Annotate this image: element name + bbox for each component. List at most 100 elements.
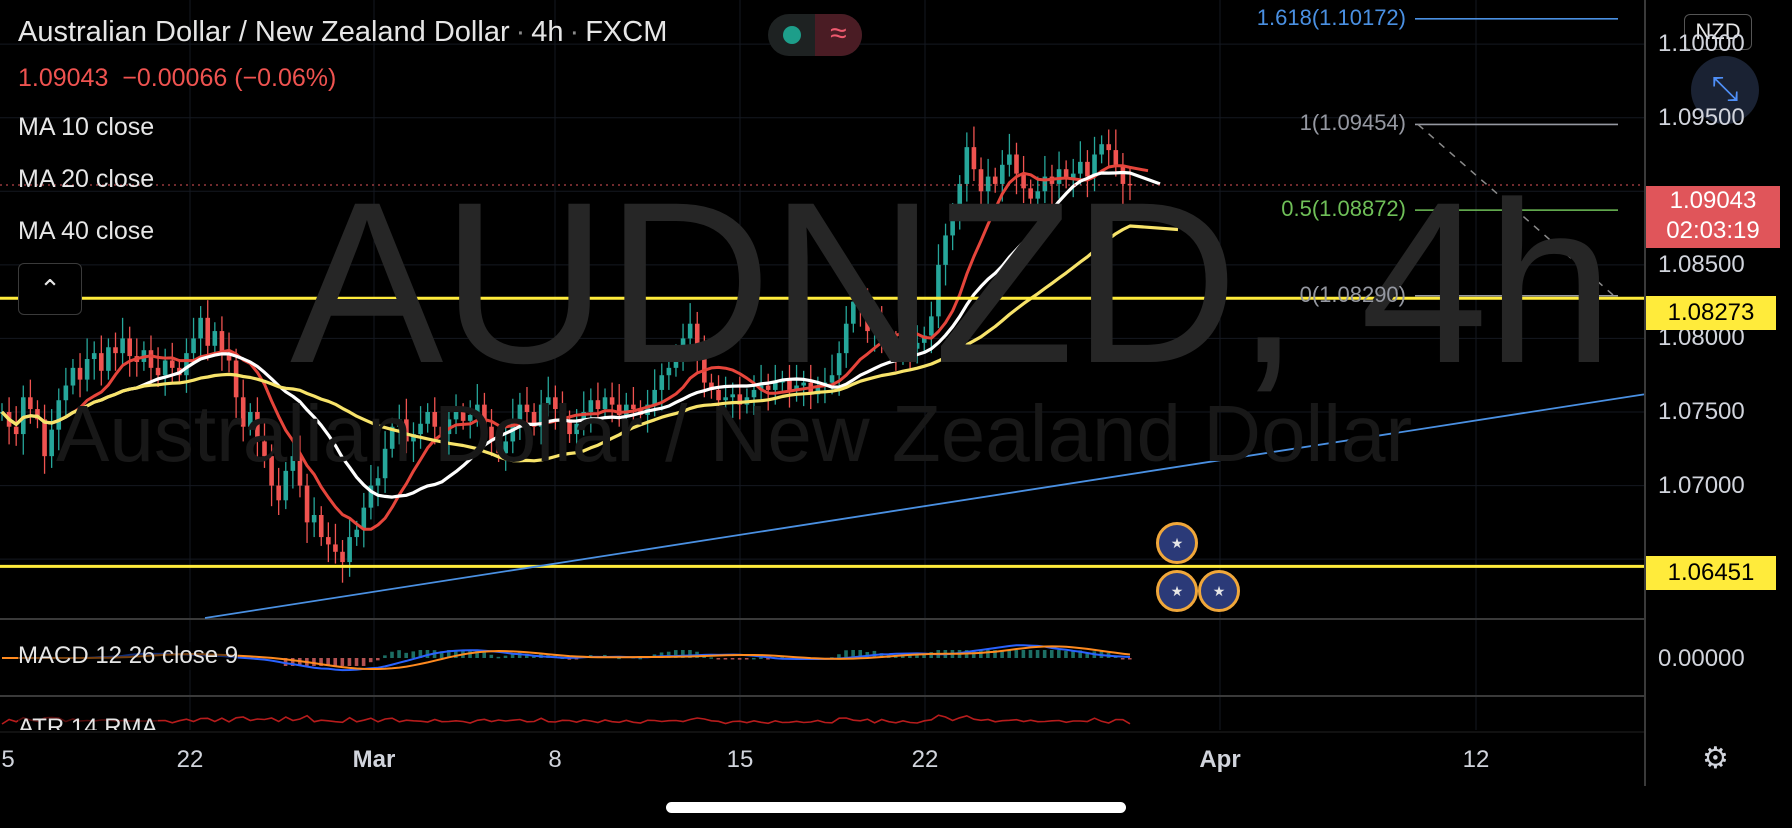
economic-event-marker[interactable]: ★	[1198, 570, 1240, 612]
symbol-legend[interactable]: Australian Dollar / New Zealand Dollar · 4…	[18, 16, 668, 48]
candle-body	[943, 235, 948, 265]
candle-body	[1120, 164, 1126, 184]
candle-body	[765, 385, 771, 390]
macd-legend[interactable]: MACD 12 26 close 9	[18, 642, 239, 670]
candle-body	[985, 176, 991, 192]
candle-body	[574, 423, 579, 435]
current-price: 1.09043	[18, 64, 109, 92]
macd-histogram-bar	[979, 650, 983, 658]
gear-icon: ⚙	[1702, 742, 1729, 775]
macd-histogram-bar	[1071, 651, 1075, 658]
candle-body	[503, 441, 508, 454]
candle-body	[801, 382, 806, 386]
candle-body	[1056, 169, 1062, 184]
candle-body	[709, 382, 714, 390]
candle-body	[560, 409, 565, 420]
macd-histogram-bar	[1021, 650, 1026, 658]
macd-histogram-bar	[780, 657, 784, 659]
candle-body	[624, 404, 629, 415]
macd-histogram-bar	[326, 658, 330, 666]
macd-histogram-bar	[752, 657, 756, 660]
candle-body	[581, 412, 587, 424]
candle-body	[1063, 169, 1069, 180]
candle-body	[496, 441, 501, 454]
macd-histogram-bar	[404, 652, 408, 658]
candle-body	[836, 353, 842, 376]
candle-body	[212, 331, 218, 346]
candle-body	[1035, 191, 1041, 199]
macd-histogram-bar	[986, 650, 990, 658]
candle-body	[389, 426, 395, 449]
candle-body	[482, 404, 487, 427]
candle-body	[652, 389, 657, 405]
collapse-legend-button[interactable]: ⌃	[18, 263, 82, 315]
candle-body	[538, 404, 544, 427]
ma10-legend[interactable]: MA 10 close	[18, 113, 155, 141]
bar-countdown: 02:03:19	[1666, 217, 1760, 244]
macd-histogram-bar	[858, 650, 863, 658]
macd-histogram-bar	[1028, 650, 1033, 658]
macd-histogram-bar	[411, 651, 416, 658]
macd-histogram-bar	[851, 650, 855, 658]
compress-chart-button[interactable]: ⤡	[1691, 56, 1759, 124]
macd-histogram-bar	[1064, 650, 1068, 658]
macd-histogram-bar	[702, 656, 706, 658]
currency-button[interactable]: NZD	[1684, 14, 1752, 50]
price-axis-tick: 1.08500	[1658, 250, 1745, 278]
candle-body	[333, 544, 338, 552]
market-status-pill[interactable]: ≈	[768, 14, 862, 56]
candle-body	[879, 323, 884, 339]
macd-histogram-bar	[1007, 650, 1011, 658]
candle-body	[404, 419, 409, 442]
time-axis-tick: 22	[911, 746, 939, 773]
candle-body	[418, 423, 423, 435]
candle-body	[602, 397, 608, 410]
candle-body	[666, 367, 672, 376]
macd-histogram-bar	[709, 657, 714, 659]
economic-event-marker[interactable]: ★	[1156, 570, 1198, 612]
macd-histogram-bar	[681, 650, 685, 658]
candle-body	[978, 169, 984, 192]
candle-body	[595, 400, 601, 410]
macd-histogram-bar	[908, 655, 912, 658]
candle-body	[368, 485, 374, 508]
macd-histogram-bar	[290, 658, 295, 666]
compress-arrows-icon: ⤡	[1711, 70, 1739, 108]
candle-body	[460, 412, 466, 421]
ma10-line	[0, 164, 1149, 531]
candle-body	[524, 404, 530, 412]
home-indicator	[666, 802, 1126, 813]
candle-body	[84, 359, 90, 380]
ma20-legend[interactable]: MA 20 close	[18, 165, 155, 193]
watermark-ticker: AUDNZD, 4h	[290, 154, 1614, 411]
atr-legend[interactable]: ATR 14 RMA	[18, 716, 158, 730]
ma40-legend[interactable]: MA 40 close	[18, 217, 155, 245]
candle-body	[432, 412, 438, 427]
candle-body	[893, 345, 899, 354]
candle-body	[936, 264, 941, 317]
macd-histogram-bar	[361, 658, 366, 666]
candle-body	[453, 412, 459, 420]
settings-button[interactable]: ⚙	[1702, 741, 1729, 776]
candle-body	[283, 470, 289, 501]
candle-body	[184, 353, 189, 376]
macd-histogram-bar	[489, 654, 494, 658]
candle-body	[290, 456, 296, 471]
macd-histogram-bar	[1014, 650, 1019, 658]
candle-body	[155, 367, 161, 376]
candle-body	[127, 338, 132, 357]
macd-histogram-bar	[368, 658, 373, 663]
candle-body	[13, 426, 19, 435]
flag-icon: ★	[1170, 535, 1184, 551]
economic-event-marker[interactable]: ★	[1156, 522, 1198, 564]
support-level-badge: 1.08273	[1646, 296, 1776, 330]
candle-body	[240, 397, 246, 427]
candle-body	[1113, 150, 1119, 165]
candle-body	[787, 379, 792, 390]
candle-body	[63, 385, 69, 401]
candle-body	[425, 412, 430, 424]
candle-body	[304, 485, 310, 523]
fib-label-05: 0.5(1.08872)	[1281, 196, 1406, 222]
candle-body	[35, 409, 40, 420]
